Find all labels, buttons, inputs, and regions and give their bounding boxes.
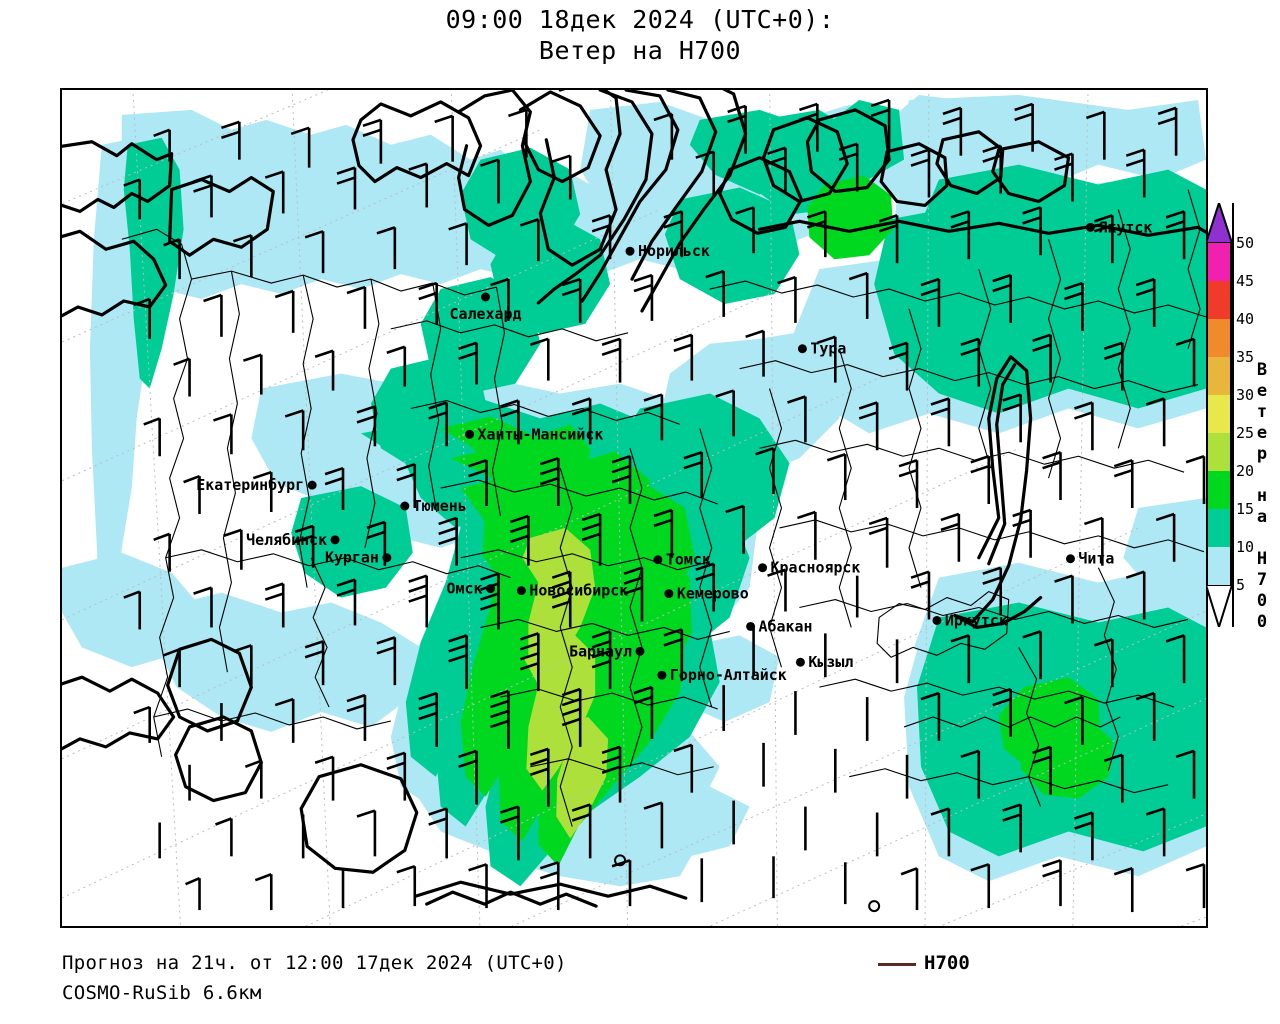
colorbar-band-30-35	[1206, 357, 1232, 395]
city-dot	[1085, 222, 1095, 232]
city-marker: Курган	[325, 549, 392, 567]
colorbar-band-20-25	[1206, 433, 1232, 471]
city-dot	[486, 584, 495, 594]
city-label: Чита	[1078, 550, 1114, 568]
city-marker: Норильск	[625, 242, 710, 260]
city-label: Омск	[447, 580, 483, 598]
colorbar-band-35-40	[1206, 319, 1232, 357]
city-marker: Горно-Алтайск	[657, 666, 787, 684]
city-dot	[1065, 554, 1075, 564]
weather-map[interactable]: Норильск Салехард Якутск Тура Ханты-Мансийск…	[60, 88, 1208, 928]
colorbar-tick-15: 15	[1236, 500, 1255, 518]
colorbar-axis	[1232, 203, 1248, 627]
colorbar-tick-50: 50	[1236, 234, 1255, 252]
city-marker: Новосибирск	[516, 582, 628, 600]
city-dot	[932, 615, 942, 625]
city-dot	[664, 589, 674, 599]
colorbar-band-25-30	[1206, 395, 1232, 433]
title-line-datetime: 09:00 18дек 2024 (UTC+0):	[445, 5, 835, 34]
legend-line-swatch	[878, 963, 916, 966]
colorbar-tick-30: 30	[1236, 386, 1255, 404]
colorbar-tick-35: 35	[1236, 348, 1255, 366]
city-label: Курган	[325, 549, 379, 567]
city-label: Новосибирск	[529, 582, 628, 600]
city-dot	[481, 292, 491, 302]
city-marker: Барнаул	[569, 642, 645, 660]
city-marker: Тюмень	[400, 497, 467, 515]
colorbar-tick-5: 5	[1236, 576, 1246, 594]
city-label: Кемерово	[677, 585, 749, 603]
region-boundaries	[121, 189, 1206, 827]
city-marker: Томск	[653, 551, 711, 569]
city-dot	[758, 563, 768, 573]
colorbar-band-45-50	[1206, 243, 1232, 281]
city-marker: Иркутск	[932, 611, 1008, 629]
map-canvas[interactable]: Норильск Салехард Якутск Тура Ханты-Мансийск…	[62, 90, 1206, 926]
colorbar-tick-25: 25	[1236, 424, 1255, 442]
city-dot	[797, 344, 807, 354]
city-label: Салехард	[450, 305, 522, 323]
colorbar-top-arrow	[1206, 203, 1232, 243]
city-marker: Тура	[797, 340, 846, 358]
colorbar-tick-10: 10	[1236, 538, 1255, 556]
city-dot	[746, 621, 756, 631]
city-label: Якутск	[1098, 218, 1152, 236]
city-marker: Салехард	[450, 292, 522, 323]
city-label: Екатеринбург	[196, 476, 304, 494]
city-dot	[516, 586, 526, 596]
city-label: Горно-Алтайск	[670, 666, 787, 684]
city-marker: Челябинск	[246, 531, 340, 549]
city-marker: Екатеринбург	[196, 476, 317, 494]
title-line-variable: Ветер на H700	[538, 36, 742, 65]
colorbar-band-5-10	[1206, 547, 1232, 585]
legend-label: H700	[924, 952, 970, 974]
colorbar-tick-20: 20	[1236, 462, 1255, 480]
city-label: Тюмень	[413, 497, 467, 515]
colorbar-band-15-20	[1206, 471, 1232, 509]
city-label: Челябинск	[246, 531, 327, 549]
city-layer: Норильск Салехард Якутск Тура Ханты-Мансийск…	[196, 218, 1152, 684]
city-marker: Омск	[447, 580, 495, 598]
colorbar-band-10-15	[1206, 509, 1232, 547]
city-marker: Красноярск	[758, 559, 860, 577]
footer: Прогноз на 21ч. от 12:00 17дек 2024 (UTC…	[62, 948, 1262, 1008]
city-label: Иркутск	[945, 611, 1008, 629]
city-label: Кызыл	[808, 653, 853, 671]
city-label: Тура	[810, 340, 846, 358]
city-marker: Кызыл	[795, 653, 853, 671]
city-label: Норильск	[638, 242, 710, 260]
city-dot	[653, 555, 663, 565]
city-marker: Якутск	[1085, 218, 1152, 236]
city-dot	[382, 553, 392, 563]
colorbar-tick-40: 40	[1236, 310, 1255, 328]
city-dot	[625, 246, 635, 256]
footer-forecast-line: Прогноз на 21ч. от 12:00 17дек 2024 (UTC…	[62, 952, 567, 974]
city-dot	[657, 670, 667, 680]
colorbar	[1206, 203, 1232, 627]
city-label: Барнаул	[569, 642, 632, 660]
city-marker: Чита	[1065, 550, 1114, 568]
footer-model-line: COSMO-RuSib 6.6км	[62, 982, 262, 1004]
city-marker: Ханты-Мансийск	[465, 425, 603, 443]
city-marker: Абакан	[746, 617, 813, 635]
city-dot	[795, 657, 805, 667]
city-dot	[307, 480, 317, 490]
wind-barbs	[123, 98, 1206, 913]
colorbar-bottom-arrow	[1206, 585, 1232, 627]
colorbar-band-40-45	[1206, 281, 1232, 319]
map-symbol-circles	[614, 854, 881, 913]
city-label: Красноярск	[771, 559, 861, 577]
city-dot	[465, 429, 475, 439]
city-label: Абакан	[759, 617, 813, 635]
city-dot	[330, 535, 340, 545]
city-label: Ханты-Мансийск	[478, 425, 604, 443]
colorbar-tick-45: 45	[1236, 272, 1255, 290]
city-dot	[635, 646, 645, 656]
city-marker: Кемерово	[664, 585, 749, 603]
city-label: Томск	[666, 551, 711, 569]
city-dot	[400, 501, 410, 511]
colorbar-title: Ветер на H700	[1252, 360, 1272, 633]
page-title: 09:00 18дек 2024 (UTC+0): Ветер на H700	[0, 4, 1280, 66]
